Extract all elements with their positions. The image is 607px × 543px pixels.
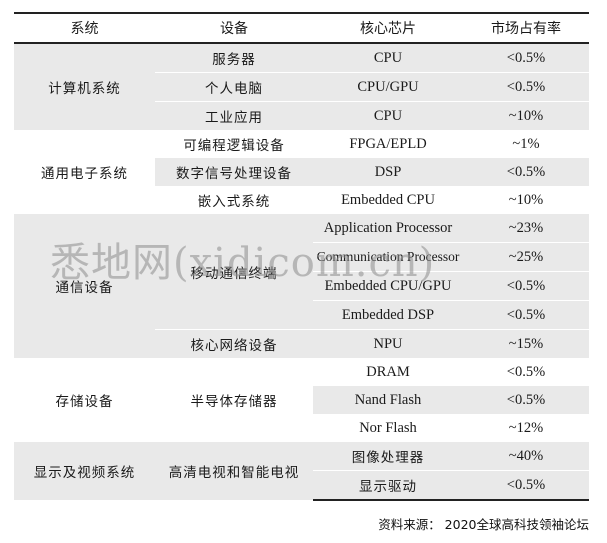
system-cell: 计算机系统: [14, 43, 155, 130]
header-device: 设备: [155, 12, 313, 44]
table-row: 显示及视频系统 高清电视和智能电视 图像处理器 ~40%: [14, 442, 589, 500]
table-row: 计算机系统 服务器 CPU <0.5%: [14, 43, 589, 130]
share-cell: <0.5%: [463, 43, 589, 73]
device-cell: 半导体存储器: [155, 358, 313, 442]
device-cell: 高清电视和智能电视: [155, 442, 313, 500]
device-cell: 可编程逻辑设备: [155, 130, 313, 158]
table-row: 工业应用 CPU ~10%: [14, 101, 589, 130]
table-header-row: 系统 设备 核心芯片 市场占有率: [14, 12, 589, 44]
system-cell: 存储设备: [14, 358, 155, 442]
chip-cell: Embedded DSP: [313, 300, 463, 330]
device-cell: 数字信号处理设备: [155, 158, 313, 186]
chip-cell: FPGA/EPLD: [349, 135, 427, 152]
table-row: 通信设备 移动通信终端 Application Processor ~23%: [14, 214, 589, 358]
device-cell: 核心网络设备: [155, 329, 313, 358]
table-row: Communication Processor ~25%: [14, 242, 589, 272]
share-cell: ~15%: [463, 329, 589, 358]
device-cell: 移动通信终端: [155, 214, 313, 330]
chip-cell: Application Processor: [313, 214, 463, 243]
chip-cell: Embedded CPU: [341, 191, 435, 208]
share-cell: <0.5%: [463, 271, 589, 301]
chip-cell: 显示驱动: [313, 470, 463, 501]
device-cell: 个人电脑: [155, 72, 313, 102]
share-cell: <0.5%: [506, 363, 546, 380]
chip-cell: NPU: [313, 329, 463, 358]
table-row: 嵌入式系统 Embedded CPU ~10%: [14, 186, 589, 214]
chip-cell: CPU/GPU: [313, 72, 463, 102]
chip-cell: Communication Processor: [313, 242, 463, 272]
chip-cell: CPU: [313, 43, 463, 73]
share-cell: ~40%: [463, 442, 589, 471]
chip-cell: DSP: [313, 158, 463, 186]
table-row: 核心网络设备 NPU ~15%: [14, 329, 589, 358]
header-system: 系统: [14, 12, 155, 44]
share-cell: ~25%: [463, 242, 589, 272]
table-row: 存储设备 半导体存储器 DRAM <0.5%: [14, 358, 589, 442]
chip-cell: 图像处理器: [313, 442, 463, 471]
system-cell: 通信设备: [14, 214, 155, 358]
header-share: 市场占有率: [463, 12, 589, 44]
share-cell: ~10%: [463, 101, 589, 130]
share-cell: <0.5%: [463, 470, 589, 501]
chip-cell: Nand Flash: [313, 386, 463, 414]
share-cell: ~12%: [508, 419, 544, 436]
table-row: 显示驱动 <0.5%: [14, 470, 589, 501]
source-note: 资料来源： 2020全球高科技领袖论坛: [378, 517, 589, 532]
chip-cell: Embedded CPU/GPU: [313, 271, 463, 301]
share-cell: ~23%: [463, 214, 589, 243]
chip-cell: DRAM: [366, 363, 410, 380]
table-row: Nand Flash <0.5%: [14, 386, 589, 414]
chip-cell: CPU: [313, 101, 463, 130]
share-cell: ~1%: [512, 135, 540, 152]
system-cell: 显示及视频系统: [14, 442, 155, 500]
table-row: Embedded DSP <0.5%: [14, 300, 589, 330]
system-cell: 通用电子系统: [14, 130, 155, 214]
device-cell: 嵌入式系统: [155, 186, 313, 214]
share-cell: <0.5%: [463, 72, 589, 102]
chip-market-share-table: 系统 设备 核心芯片 市场占有率 计算机系统 服务器 CPU <0.5% 个人电…: [14, 12, 589, 501]
share-cell: <0.5%: [463, 386, 589, 414]
table-row: 数字信号处理设备 DSP <0.5%: [14, 158, 589, 186]
chip-cell: Nor Flash: [359, 419, 417, 436]
table-row: Embedded CPU/GPU <0.5%: [14, 271, 589, 301]
share-cell: <0.5%: [463, 300, 589, 330]
share-cell: ~10%: [508, 191, 544, 208]
table-row: 个人电脑 CPU/GPU <0.5%: [14, 72, 589, 102]
table-row: 通用电子系统 可编程逻辑设备 FPGA/EPLD ~1%: [14, 130, 589, 214]
device-cell: 服务器: [155, 43, 313, 73]
share-cell: <0.5%: [463, 158, 589, 186]
header-chip: 核心芯片: [313, 12, 463, 44]
table-row: Nor Flash ~12%: [14, 414, 589, 442]
device-cell: 工业应用: [155, 101, 313, 130]
